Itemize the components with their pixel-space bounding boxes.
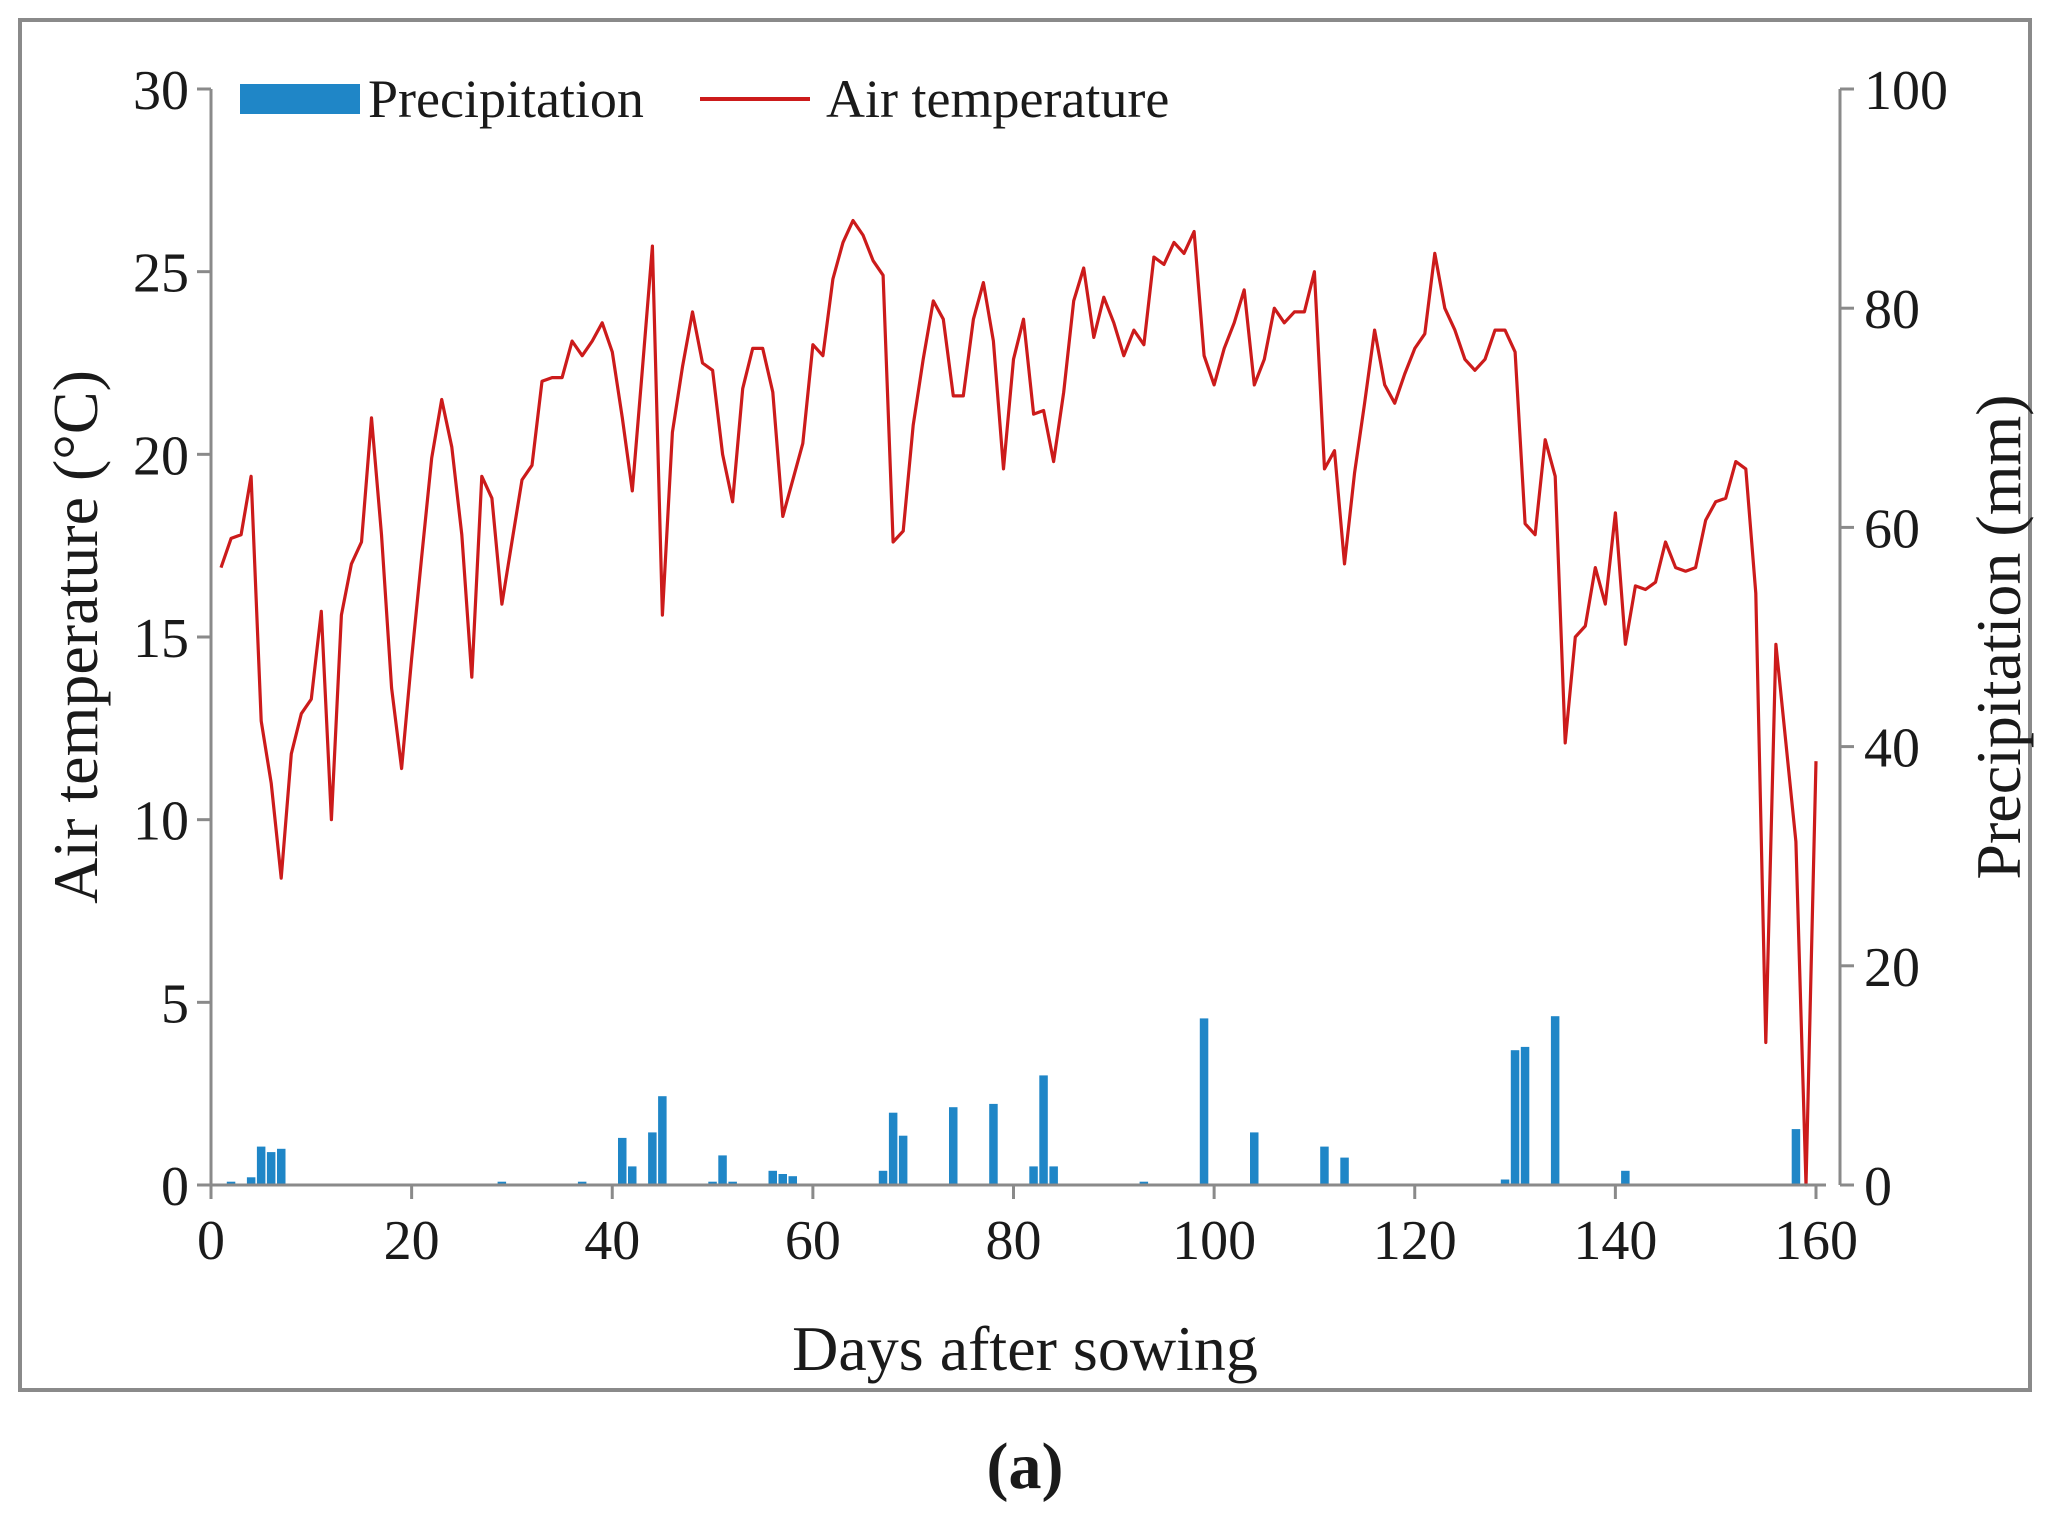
x-tick-label: 160 (1774, 1210, 1858, 1272)
x-tick-label: 60 (785, 1210, 841, 1272)
precipitation-bar (1791, 1129, 1801, 1185)
x-tick-label: 0 (197, 1210, 225, 1272)
y-left-tick-label: 10 (133, 791, 189, 853)
precipitation-bar (788, 1176, 797, 1185)
precipitation-bar (1621, 1170, 1630, 1185)
precipitation-bar (658, 1096, 667, 1185)
y-right-tick-label: 100 (1864, 60, 1948, 122)
precipitation-bar (708, 1181, 717, 1185)
y-left-tick-label: 30 (133, 60, 189, 122)
y-right-tick-label: 80 (1864, 279, 1920, 341)
precipitation-bar (577, 1181, 587, 1185)
y-right-tick-label: 20 (1864, 937, 1920, 999)
legend-label-precipitation: Precipitation (368, 69, 644, 129)
precipitation-bar (718, 1155, 727, 1185)
precipitation-bar (1550, 1016, 1560, 1185)
precipitation-bar (497, 1181, 507, 1185)
precipitation-bar (226, 1181, 236, 1185)
precipitation-bar (728, 1181, 737, 1185)
precipitation-bar (949, 1107, 958, 1185)
precipitation-bar (648, 1132, 657, 1185)
left-axis-title: Air temperature (°C) (40, 370, 111, 904)
precipitation-bar (618, 1137, 627, 1185)
air-temperature-line (219, 218, 1818, 1187)
y-right-tick-label: 60 (1864, 498, 1920, 560)
precipitation-bar (898, 1135, 908, 1185)
precipitation-bar (1199, 1018, 1209, 1185)
temperature-line-group (219, 218, 1818, 1187)
x-tick-label: 20 (384, 1210, 440, 1272)
y-left-tick-label: 0 (161, 1156, 189, 1218)
precipitation-bar (768, 1170, 777, 1185)
precipitation-bar (1250, 1132, 1259, 1185)
x-tick-label: 40 (584, 1210, 640, 1272)
y-right-tick-label: 40 (1864, 718, 1920, 780)
y-left-tick-label: 25 (133, 243, 189, 305)
precipitation-bar (878, 1170, 888, 1185)
precipitation-bar (266, 1152, 276, 1185)
precipitation-bar (778, 1174, 787, 1185)
x-axis-title: Days after sowing (792, 1313, 1258, 1384)
precipitation-bar (989, 1103, 998, 1185)
legend-label-air-temperature: Air temperature (826, 69, 1169, 129)
precipitation-bar (888, 1112, 898, 1185)
x-tick-label: 120 (1373, 1210, 1457, 1272)
y-left-tick-label: 5 (161, 973, 189, 1035)
precipitation-bar (1039, 1075, 1048, 1185)
precipitation-bar (628, 1166, 637, 1185)
precipitation-bar (1049, 1166, 1058, 1185)
y-left-tick-label: 20 (133, 425, 189, 487)
precipitation-bar (1029, 1166, 1038, 1185)
legend-swatch-precipitation (240, 84, 360, 114)
precipitation-bar (1139, 1181, 1149, 1185)
y-right-tick-label: 0 (1864, 1156, 1892, 1218)
precipitation-bar (1520, 1046, 1530, 1185)
precipitation-bar (256, 1146, 266, 1185)
x-tick-label: 100 (1172, 1210, 1256, 1272)
precipitation-bars (226, 1016, 1801, 1185)
chart-frame (18, 18, 2032, 1392)
precipitation-bar (1320, 1146, 1329, 1185)
x-tick-label: 140 (1573, 1210, 1657, 1272)
y-left-tick-label: 15 (133, 608, 189, 670)
precipitation-bar (1340, 1157, 1349, 1185)
panel-label: (a) (987, 1430, 1064, 1503)
x-tick-label: 80 (986, 1210, 1042, 1272)
axis-ticks: 0 20 40 60 80 100 120 140 1600510152025300204060… (133, 60, 1948, 1272)
right-axis-title: Precipitation (mm) (1963, 394, 2034, 879)
precipitation-bar (1500, 1179, 1510, 1185)
precipitation-bar (1510, 1050, 1520, 1185)
precipitation-bar (277, 1148, 286, 1185)
legend: Precipitation Air temperature (240, 69, 1169, 129)
precipitation-bar (246, 1177, 256, 1185)
